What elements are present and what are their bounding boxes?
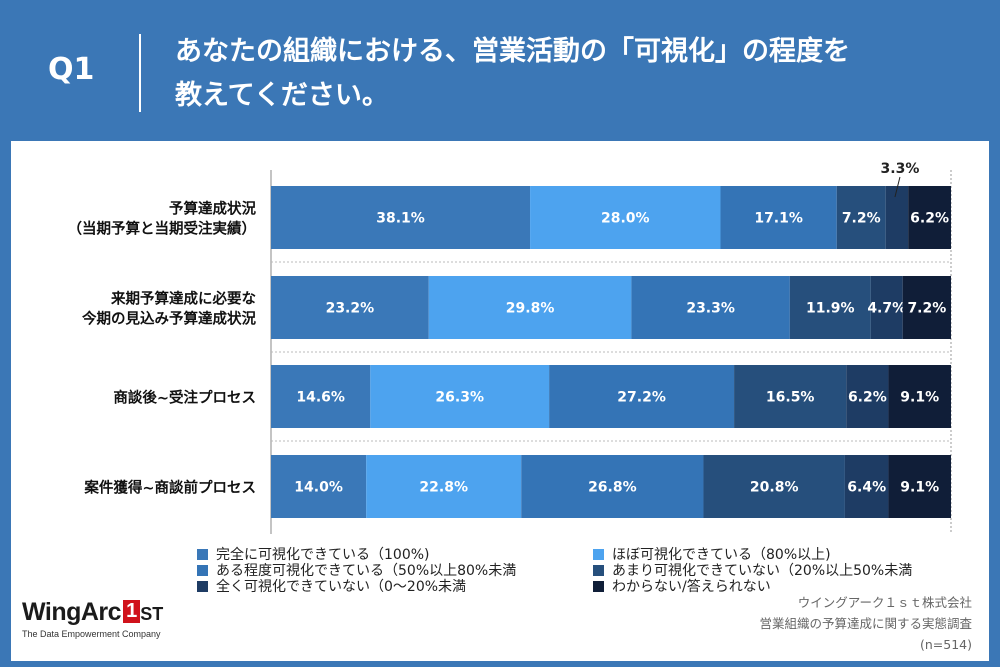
callout-label: 3.3% — [881, 161, 920, 177]
header-divider — [139, 34, 141, 112]
callout-line — [894, 176, 901, 198]
bar-segment — [888, 455, 951, 518]
bar-segment — [844, 455, 889, 518]
wingarc-logo: WingArc 1 ST The Data Empowerment Company — [22, 598, 163, 639]
data-label: 11.9% — [806, 301, 855, 317]
data-label: 28.0% — [601, 211, 650, 227]
category-label: 案件獲得~商談前プロセス — [83, 479, 256, 497]
legend-swatch — [593, 581, 604, 592]
bar-segment — [549, 365, 735, 428]
bar-segment — [720, 186, 837, 249]
data-label: 7.2% — [842, 211, 881, 227]
logo-box: 1 — [123, 600, 141, 623]
data-label: 20.8% — [750, 480, 799, 496]
data-label: 14.6% — [296, 390, 345, 406]
legend-swatch — [593, 549, 604, 560]
data-label: 17.1% — [754, 211, 803, 227]
source-company: ウイングアーク１ｓｔ株式会社 — [797, 595, 972, 610]
question-label: Q1 — [48, 52, 95, 87]
legend-swatch — [197, 565, 208, 576]
legend-label: 全く可視化できていない（0〜20%未満 — [216, 579, 467, 595]
legend-swatch — [197, 549, 208, 560]
data-label: 16.5% — [766, 390, 815, 406]
legend-item: 全く可視化できていない（0〜20%未満 — [197, 576, 466, 596]
bar-segment — [530, 186, 721, 249]
bar-segment — [870, 276, 903, 339]
data-label: 9.1% — [900, 480, 939, 496]
logo-suffix: ST — [140, 604, 164, 624]
legend-label: あまり可視化できていない（20%以上50%未満 — [612, 563, 913, 579]
data-label: 29.8% — [506, 301, 555, 317]
data-label: 26.8% — [588, 480, 637, 496]
data-label: 6.4% — [847, 480, 886, 496]
bar-segment — [908, 186, 951, 249]
bar-segment — [271, 186, 531, 249]
bar-segment — [271, 276, 429, 339]
legend-swatch — [197, 581, 208, 592]
bar-segment — [271, 365, 371, 428]
category-label: （当期予算と当期受注実績） — [68, 220, 257, 238]
legend-label: 完全に可視化できている（100%) — [216, 547, 430, 563]
bar-segment — [902, 276, 951, 339]
legend-item: 完全に可視化できている（100%) — [197, 544, 430, 564]
bar-segment — [885, 186, 909, 249]
bar-segment — [846, 365, 889, 428]
data-label: 6.2% — [848, 390, 887, 406]
bar-segment — [428, 276, 632, 339]
question-title-line2: 教えてください。 — [175, 80, 389, 111]
data-label: 38.1% — [376, 211, 425, 227]
data-label: 22.8% — [419, 480, 468, 496]
bar-segment — [734, 365, 847, 428]
legend-swatch — [593, 565, 604, 576]
legend-label: わからない/答えられない — [612, 579, 771, 595]
bar-segment — [888, 365, 951, 428]
data-label: 14.0% — [294, 480, 343, 496]
bar-segment — [366, 455, 522, 518]
header: Q1 あなたの組織における、営業活動の「可視化」の程度を 教えてください。 — [0, 0, 1000, 140]
category-label: 予算達成状況 — [169, 200, 256, 218]
bar-segment — [703, 455, 845, 518]
logo-tagline: The Data Empowerment Company — [22, 629, 161, 639]
source-survey: 営業組織の予算達成に関する実態調査 — [759, 616, 972, 631]
bar-segment — [521, 455, 704, 518]
category-label: 商談後~受注プロセス — [113, 389, 256, 407]
bar-segment — [370, 365, 550, 428]
logo-word: WingArc — [22, 598, 122, 626]
source-note: ウイングアーク１ｓｔ株式会社 営業組織の予算達成に関する実態調査 (n=514) — [759, 592, 972, 655]
bar-segment — [836, 186, 886, 249]
data-label: 27.2% — [617, 390, 666, 406]
data-label: 6.2% — [910, 211, 949, 227]
data-label: 4.7% — [867, 301, 906, 317]
bar-segment — [271, 455, 367, 518]
source-sample: (n=514) — [919, 637, 972, 652]
data-label: 23.2% — [326, 301, 375, 317]
bar-segment — [631, 276, 790, 339]
category-label: 今期の見込み予算達成状況 — [81, 310, 256, 328]
data-label: 9.1% — [900, 390, 939, 406]
question-title: あなたの組織における、営業活動の「可視化」の程度を 教えてください。 — [175, 30, 955, 118]
question-title-line1: あなたの組織における、営業活動の「可視化」の程度を — [175, 36, 850, 67]
data-label: 26.3% — [435, 390, 484, 406]
legend-label: ある程度可視化できている（50%以上80%未満 — [216, 563, 517, 579]
legend-label: ほぼ可視化できている（80%以上) — [612, 547, 831, 563]
legend-item: あまり可視化できていない（20%以上50%未満 — [593, 560, 912, 580]
legend-item: わからない/答えられない — [593, 576, 771, 596]
legend-item: ほぼ可視化できている（80%以上) — [593, 544, 831, 564]
legend-item: ある程度可視化できている（50%以上80%未満 — [197, 560, 516, 580]
bar-segment — [789, 276, 871, 339]
category-label: 来期予算達成に必要な — [110, 290, 256, 308]
data-label: 7.2% — [907, 301, 946, 317]
data-label: 23.3% — [686, 301, 735, 317]
